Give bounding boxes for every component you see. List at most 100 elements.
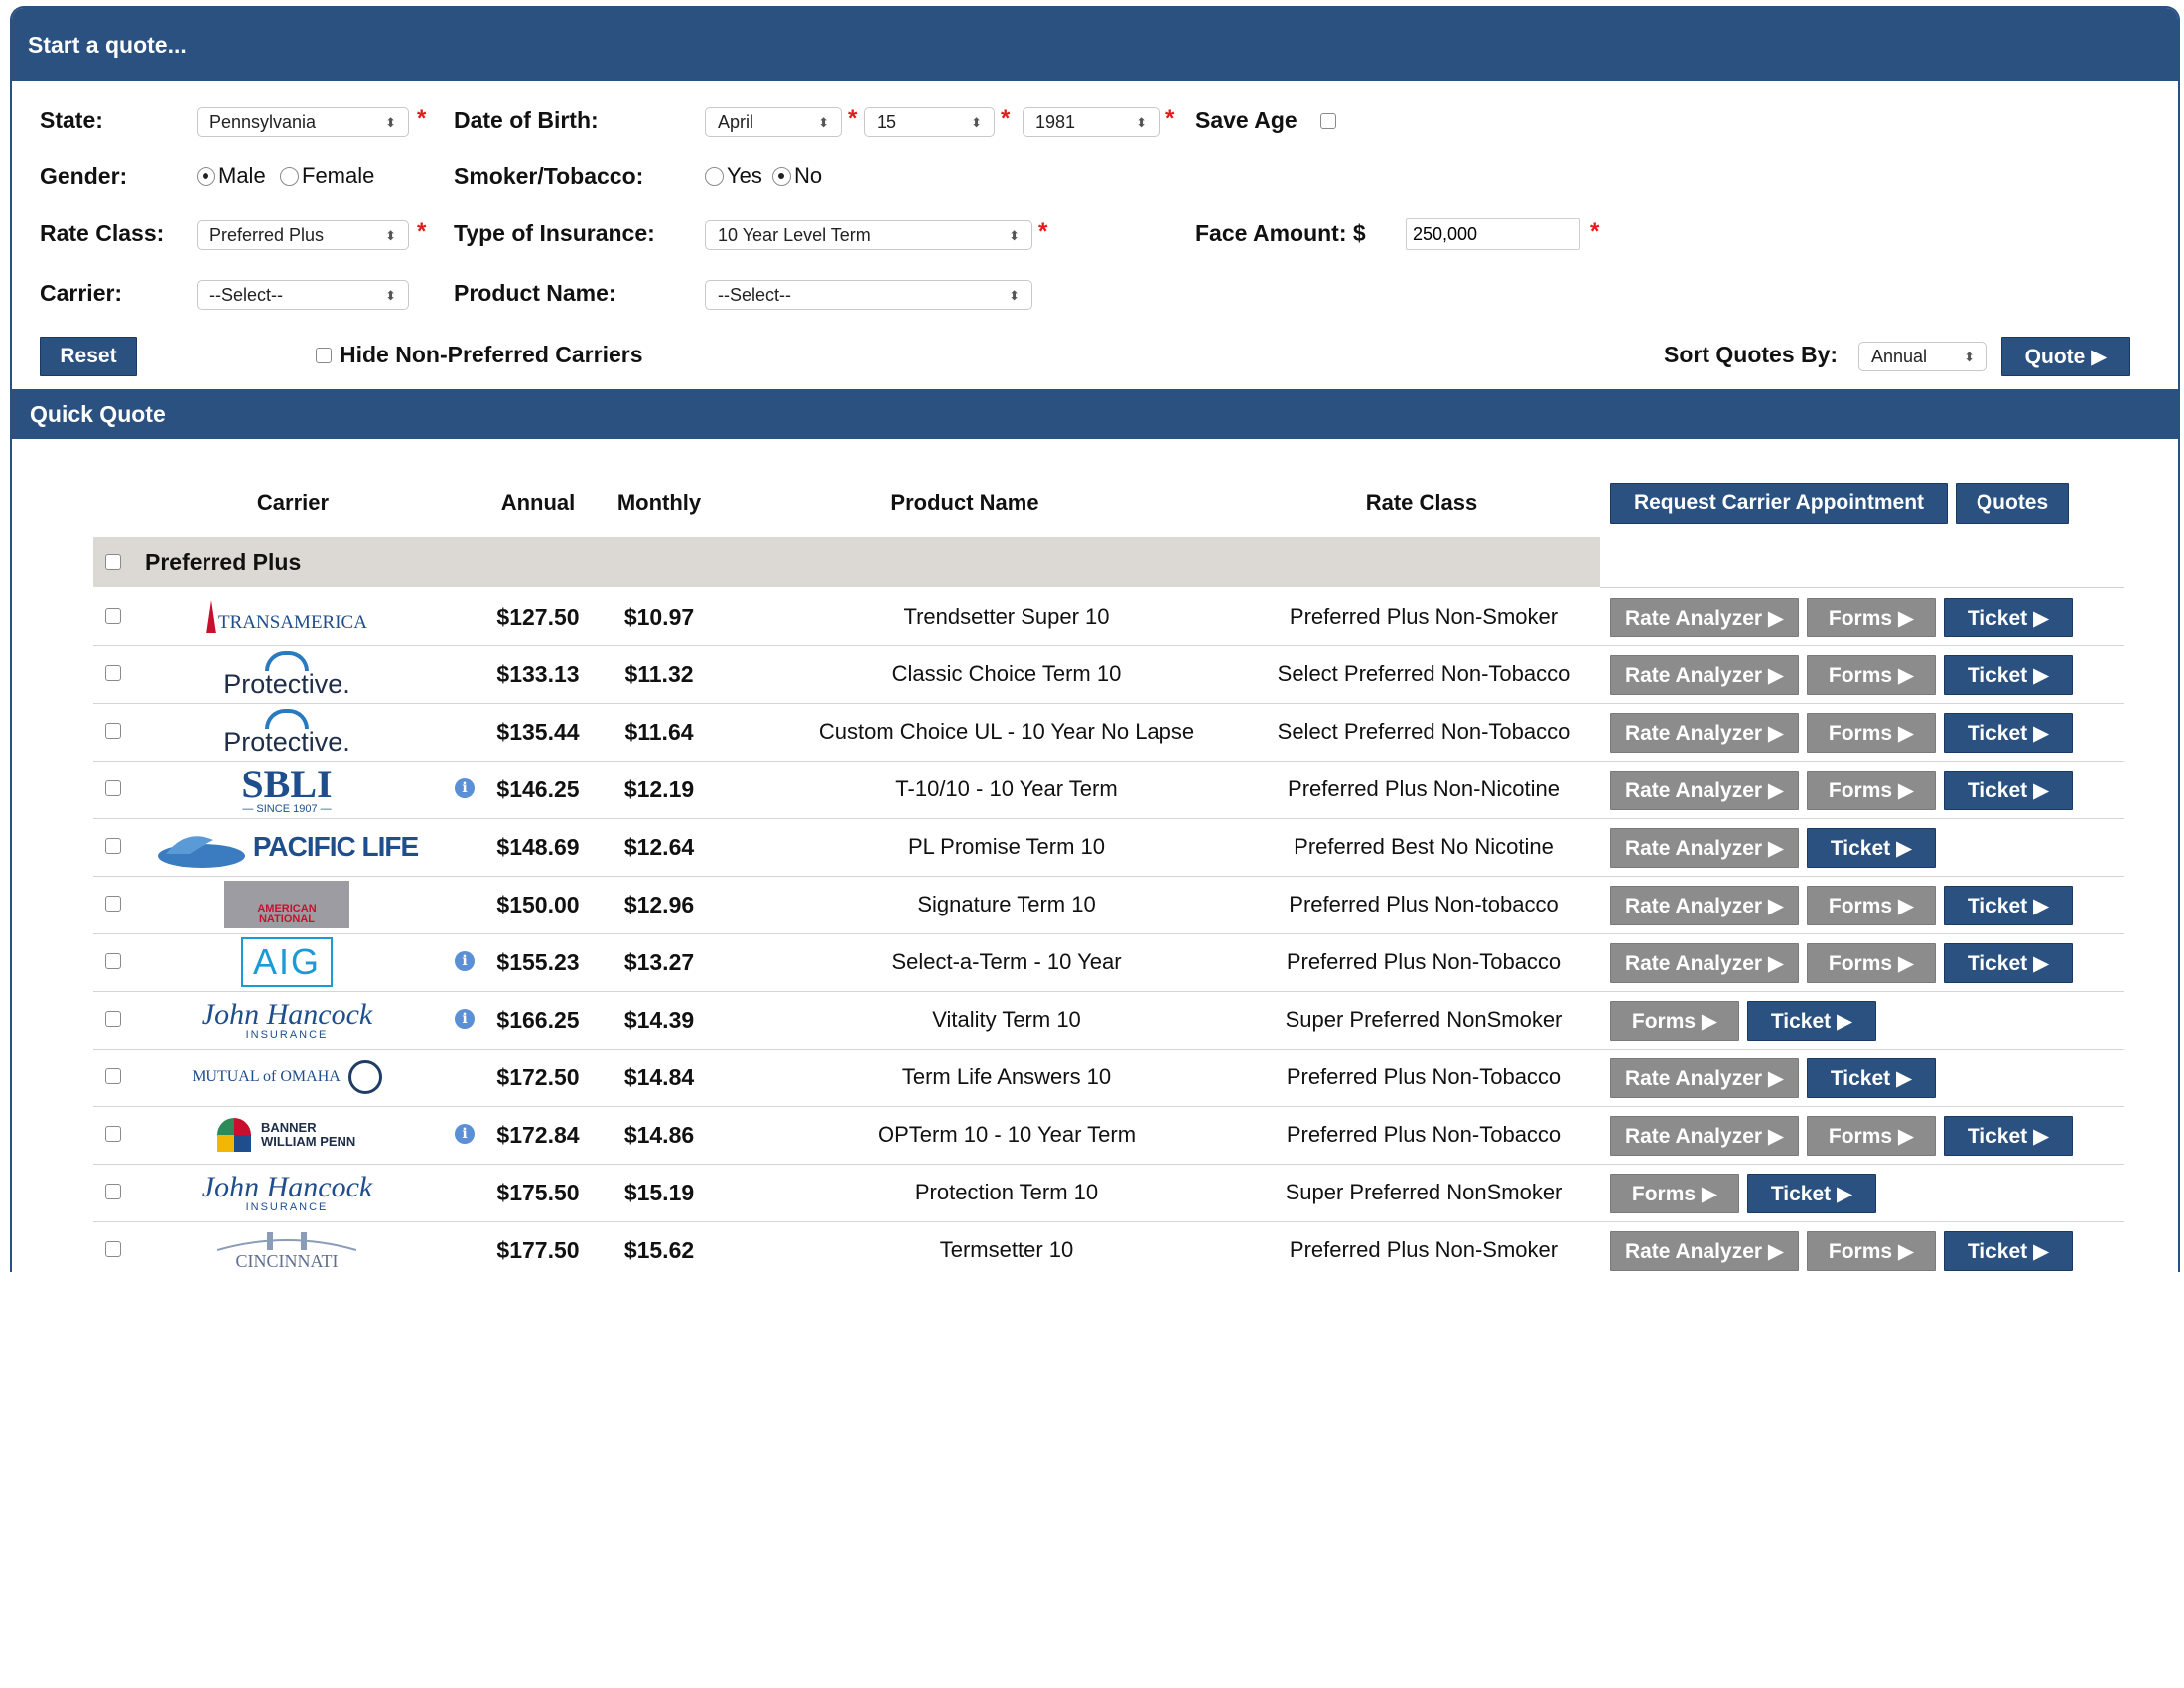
required-marker: * xyxy=(1038,218,1048,245)
rate-analyzer-button[interactable]: Rate Analyzer ▶ xyxy=(1610,598,1799,637)
row-select-checkbox[interactable] xyxy=(105,1126,121,1142)
row-select-checkbox[interactable] xyxy=(105,780,121,796)
forms-button[interactable]: Forms ▶ xyxy=(1807,943,1936,983)
forms-button[interactable]: Forms ▶ xyxy=(1807,771,1936,810)
required-marker: * xyxy=(417,218,427,245)
forms-button[interactable]: Forms ▶ xyxy=(1807,655,1936,695)
rate-analyzer-button[interactable]: Rate Analyzer ▶ xyxy=(1610,1116,1799,1156)
bridge-icon xyxy=(217,1232,356,1251)
forms-button[interactable]: Forms ▶ xyxy=(1807,886,1936,925)
row-select-checkbox[interactable] xyxy=(105,1241,121,1257)
monthly-premium: $14.84 xyxy=(623,1063,695,1090)
rate-class: Preferred Plus Non-Smoker xyxy=(1289,604,1559,629)
save-age-checkbox[interactable] xyxy=(1320,113,1336,129)
quotes-button[interactable]: Quotes xyxy=(1956,483,2069,524)
required-marker: * xyxy=(1590,218,1600,245)
quote-button[interactable]: Quote ▶ xyxy=(2001,337,2130,376)
ticket-button[interactable]: Ticket ▶ xyxy=(1807,828,1936,868)
sort-quotes-label: Sort Quotes By: xyxy=(1664,342,1839,367)
rate-class: Select Preferred Non-Tobacco xyxy=(1277,661,1570,686)
ticket-button[interactable]: Ticket ▶ xyxy=(1944,598,2073,637)
carrier-logo: Protective. xyxy=(153,645,421,703)
row-select-checkbox[interactable] xyxy=(105,608,121,624)
rate-analyzer-button[interactable]: Rate Analyzer ▶ xyxy=(1610,828,1799,868)
product-name: Trendsetter Super 10 xyxy=(903,604,1110,629)
dob-year-value: 1981 xyxy=(1035,111,1076,132)
carrier-label: Carrier: xyxy=(40,280,123,306)
american-national-eagle-logo: AMERICAN NATIONAL xyxy=(224,881,349,928)
row-select-checkbox[interactable] xyxy=(105,723,121,739)
ticket-button[interactable]: Ticket ▶ xyxy=(1944,943,2073,983)
carrier-logo-text: John Hancock xyxy=(201,997,373,1031)
rate-analyzer-button[interactable]: Rate Analyzer ▶ xyxy=(1610,943,1799,983)
forms-button[interactable]: Forms ▶ xyxy=(1807,713,1936,753)
gender-male-radio[interactable] xyxy=(197,167,215,186)
product-name-select[interactable]: --Select-- ⬍ xyxy=(705,280,1032,310)
sort-quotes-select[interactable]: Annual ⬍ xyxy=(1858,342,1987,371)
rate-analyzer-button[interactable]: Rate Analyzer ▶ xyxy=(1610,655,1799,695)
table-row: PACIFIC LIFE $148.69 $12.64 PL Promise Te… xyxy=(93,818,2124,877)
info-icon[interactable]: i xyxy=(455,778,475,798)
ticket-button[interactable]: Ticket ▶ xyxy=(1944,1231,2073,1271)
carrier-logo: SBLI — SINCE 1907 — xyxy=(153,761,421,818)
row-select-checkbox[interactable] xyxy=(105,838,121,854)
forms-button[interactable]: Forms ▶ xyxy=(1610,1174,1739,1213)
forms-button[interactable]: Forms ▶ xyxy=(1807,598,1936,637)
product-name: Termsetter 10 xyxy=(939,1237,1074,1262)
smoker-yes-radio[interactable] xyxy=(705,167,724,186)
rate-analyzer-button[interactable]: Rate Analyzer ▶ xyxy=(1610,886,1799,925)
dob-day-select[interactable]: 15 ⬍ xyxy=(864,107,995,137)
gender-female-radio[interactable] xyxy=(280,167,299,186)
ticket-button[interactable]: Ticket ▶ xyxy=(1944,655,2073,695)
ticket-button[interactable]: Ticket ▶ xyxy=(1807,1058,1936,1098)
state-select[interactable]: Pennsylvania ⬍ xyxy=(197,107,409,137)
info-icon[interactable]: i xyxy=(455,1009,475,1029)
insurance-type-select[interactable]: 10 Year Level Term ⬍ xyxy=(705,220,1032,250)
table-row: SBLI — SINCE 1907 — i $146.25 $12.19 T-10/… xyxy=(93,761,2124,819)
dob-year-select[interactable]: 1981 ⬍ xyxy=(1023,107,1160,137)
hide-non-preferred-checkbox[interactable] xyxy=(316,348,332,363)
ticket-button[interactable]: Ticket ▶ xyxy=(1944,713,2073,753)
ticket-button[interactable]: Ticket ▶ xyxy=(1747,1174,1876,1213)
row-select-checkbox[interactable] xyxy=(105,953,121,969)
rate-analyzer-button[interactable]: Rate Analyzer ▶ xyxy=(1610,1231,1799,1271)
carrier-select-value: --Select-- xyxy=(209,284,284,305)
ticket-button[interactable]: Ticket ▶ xyxy=(1944,1116,2073,1156)
product-name: Protection Term 10 xyxy=(914,1180,1099,1204)
row-select-checkbox[interactable] xyxy=(105,1184,121,1199)
forms-button[interactable]: Forms ▶ xyxy=(1807,1116,1936,1156)
row-select-checkbox[interactable] xyxy=(105,1068,121,1084)
dob-month-select[interactable]: April ⬍ xyxy=(705,107,842,137)
group-select-checkbox[interactable] xyxy=(105,554,121,570)
rate-analyzer-button[interactable]: Rate Analyzer ▶ xyxy=(1610,1058,1799,1098)
protective-arc-icon xyxy=(265,650,309,671)
omaha-indian-head-icon xyxy=(347,1060,382,1094)
rate-analyzer-button[interactable]: Rate Analyzer ▶ xyxy=(1610,713,1799,753)
required-marker: * xyxy=(1165,105,1175,132)
table-row: John Hancock INSURANCE $175.50 $15.19 Pro… xyxy=(93,1164,2124,1222)
reset-button[interactable]: Reset xyxy=(40,337,137,376)
row-select-checkbox[interactable] xyxy=(105,665,121,681)
info-icon[interactable]: i xyxy=(455,1124,475,1144)
info-icon[interactable]: i xyxy=(455,951,475,971)
carrier-logo-text: CINCINNATI xyxy=(235,1251,339,1271)
col-header-monthly: Monthly xyxy=(616,491,702,515)
table-row: Protective. $135.44 $11.64 Custom Choice … xyxy=(93,703,2124,762)
face-amount-input[interactable] xyxy=(1406,218,1580,250)
smoker-label: Smoker/Tobacco: xyxy=(454,163,644,189)
smoker-no-radio[interactable] xyxy=(772,167,791,186)
carrier-logo: PACIFIC LIFE xyxy=(153,818,421,876)
row-select-checkbox[interactable] xyxy=(105,1011,121,1027)
row-select-checkbox[interactable] xyxy=(105,896,121,912)
dob-month-value: April xyxy=(718,111,754,132)
ticket-button[interactable]: Ticket ▶ xyxy=(1944,771,2073,810)
col-header-rate-class: Rate Class xyxy=(1365,491,1478,515)
forms-button[interactable]: Forms ▶ xyxy=(1610,1001,1739,1041)
rate-class-select[interactable]: Preferred Plus ⬍ xyxy=(197,220,409,250)
rate-analyzer-button[interactable]: Rate Analyzer ▶ xyxy=(1610,771,1799,810)
ticket-button[interactable]: Ticket ▶ xyxy=(1944,886,2073,925)
request-carrier-appointment-button[interactable]: Request Carrier Appointment xyxy=(1610,483,1948,524)
ticket-button[interactable]: Ticket ▶ xyxy=(1747,1001,1876,1041)
carrier-select[interactable]: --Select-- ⬍ xyxy=(197,280,409,310)
forms-button[interactable]: Forms ▶ xyxy=(1807,1231,1936,1271)
